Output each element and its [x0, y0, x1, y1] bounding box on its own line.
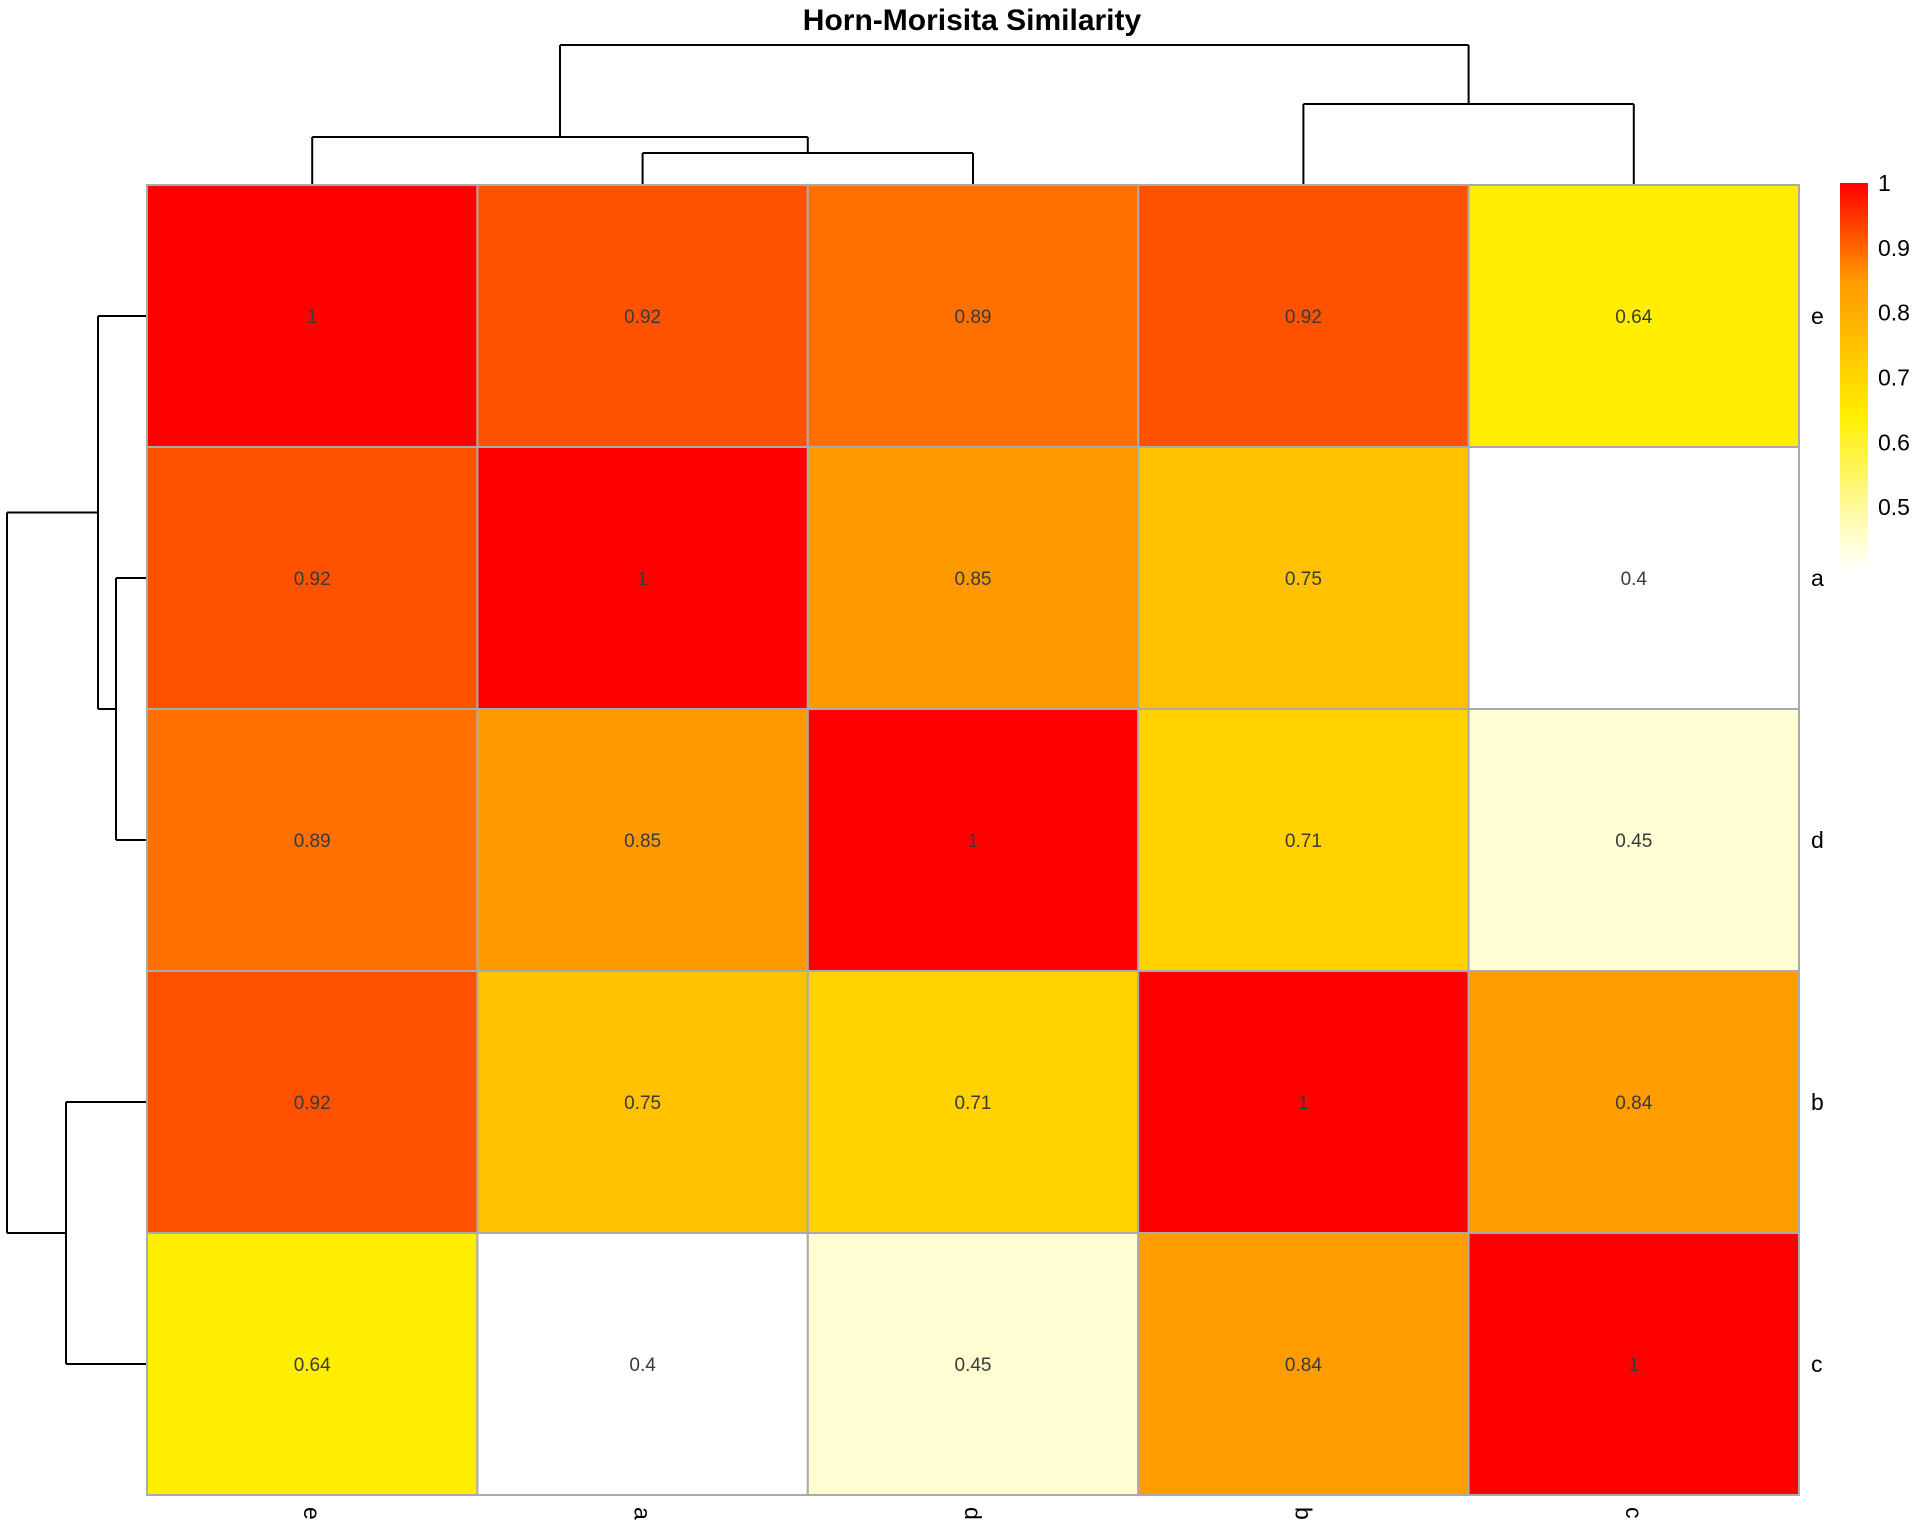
legend-tick-label: 0.8 [1878, 300, 1910, 326]
cell-value-label: 0.45 [955, 1355, 992, 1376]
cell-value-label: 1 [1629, 1355, 1640, 1376]
cell-value-label: 0.71 [955, 1093, 992, 1114]
row-dendrogram [6, 315, 147, 1365]
cell-value-label: 0.75 [624, 1093, 661, 1114]
cell-value-label: 0.84 [1285, 1355, 1322, 1376]
chart-title: Horn-Morisita Similarity [803, 4, 1142, 37]
heatmap-cell [1137, 708, 1470, 972]
column-label: b [1290, 1507, 1316, 1520]
heatmap-cell [1467, 184, 1800, 448]
cell-value-label: 0.92 [294, 569, 331, 590]
heatmap-cell [1467, 1232, 1800, 1496]
column-label: d [960, 1507, 986, 1520]
legend-tick-label: 0.5 [1878, 494, 1910, 520]
row-label: e [1811, 303, 1824, 329]
heatmap-cell [146, 708, 479, 972]
cell-value-label: 0.92 [624, 307, 661, 328]
heatmap-cell [806, 1232, 1140, 1496]
heatmap-cell [146, 184, 479, 448]
row-label: d [1811, 827, 1824, 853]
cell-value-label: 0.64 [1615, 307, 1652, 328]
row-label: c [1811, 1351, 1823, 1377]
heatmap-cell [1137, 1232, 1470, 1496]
cell-value-label: 1 [307, 307, 318, 328]
heatmap-cell [1467, 970, 1800, 1234]
heatmap-cell [1137, 970, 1470, 1234]
heatmap-cell [476, 184, 809, 448]
cell-value-label: 0.64 [294, 1355, 331, 1376]
cell-value-label: 1 [637, 569, 648, 590]
heatmap-cell [146, 970, 479, 1234]
heatmap-cell [1137, 446, 1470, 710]
cell-value-label: 0.85 [624, 831, 661, 852]
cell-value-label: 1 [968, 831, 979, 852]
cell-value-label: 0.4 [629, 1355, 656, 1376]
column-dendrogram [311, 44, 1635, 185]
heatmap-cell [1467, 446, 1800, 710]
heatmap-cells: 1 0.92 0.89 0.92 0.64 0.92 1 0.85 0.75 0.4 0.89 0.8… [146, 184, 1800, 1496]
column-label: c [1621, 1507, 1647, 1519]
legend-tick-label: 0.6 [1878, 429, 1910, 455]
legend-tick-label: 1 [1878, 170, 1891, 196]
heatmap-cell [806, 446, 1140, 710]
cell-value-label: 0.75 [1285, 569, 1322, 590]
row-label: b [1811, 1089, 1824, 1115]
legend-tick-label: 0.9 [1878, 235, 1910, 261]
cell-value-label: 0.84 [1615, 1093, 1652, 1114]
heatmap-cell [476, 970, 809, 1234]
row-labels: e a d b c [1811, 303, 1824, 1377]
heatmap-cell [806, 184, 1140, 448]
cell-value-label: 0.45 [1615, 831, 1652, 852]
heatmap-cell [476, 446, 809, 710]
cell-value-label: 0.92 [294, 1093, 331, 1114]
legend-tick-label: 0.7 [1878, 365, 1910, 391]
heatmap-cell [476, 708, 809, 972]
color-legend: 1 0.9 0.8 0.7 0.6 0.5 [1840, 170, 1910, 572]
cell-value-label: 0.92 [1285, 307, 1322, 328]
cell-value-label: 0.89 [294, 831, 331, 852]
row-label: a [1811, 565, 1824, 591]
cell-value-label: 0.71 [1285, 831, 1322, 852]
cell-value-label: 0.85 [955, 569, 992, 590]
column-label: e [299, 1507, 325, 1520]
heatmap-cell [1467, 708, 1800, 972]
heatmap-cell [146, 446, 479, 710]
heatmap-cell [806, 708, 1140, 972]
heatmap-cell [1137, 184, 1470, 448]
heatmap-cell [476, 1232, 809, 1496]
column-label: a [630, 1507, 656, 1520]
cell-value-label: 0.4 [1621, 569, 1648, 590]
cell-value-label: 0.89 [955, 307, 992, 328]
heatmap-cell [146, 1232, 479, 1496]
heatmap-cell [806, 970, 1140, 1234]
cell-value-label: 1 [1298, 1093, 1309, 1114]
legend-color-bar [1840, 183, 1868, 572]
